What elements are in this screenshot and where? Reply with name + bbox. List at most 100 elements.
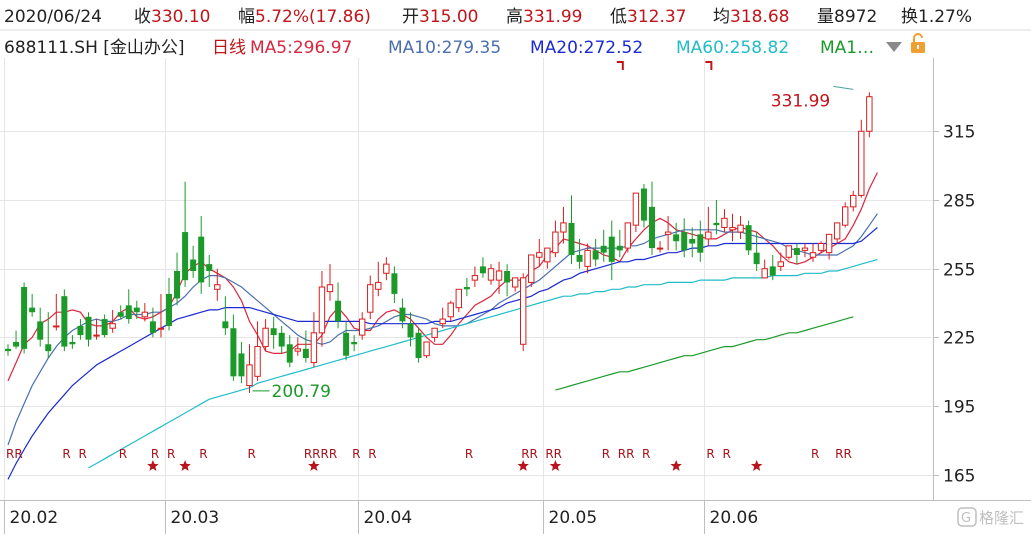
candle-body (117, 312, 124, 317)
signal-r-marker: RRRR (304, 447, 337, 461)
candle (182, 181, 189, 288)
time-axis: 20.02 20.03 20.04 20.05 20.06 (4, 500, 759, 534)
star-marker-icon (308, 460, 320, 471)
candle-body (286, 344, 293, 363)
header-quote: 2020/06/24 (4, 7, 102, 27)
candle (109, 309, 116, 333)
candle-body (721, 217, 728, 228)
candle-body (37, 321, 44, 340)
candle-body (801, 247, 809, 251)
signal-r-marker: R (62, 447, 70, 461)
candle-body (415, 332, 422, 359)
candle (157, 293, 165, 338)
candle (552, 220, 559, 258)
candle (61, 289, 68, 352)
candle (681, 218, 688, 258)
candle-body (544, 247, 551, 263)
candle-body (222, 321, 229, 329)
candle (753, 232, 760, 271)
candle-body (536, 252, 543, 258)
candle (166, 277, 172, 331)
top-arrow-marker-icon (616, 61, 624, 70)
candle-body (21, 287, 28, 349)
candle-body (600, 245, 607, 253)
y-tick-label-285: 285 (943, 192, 975, 212)
star-marker-icon (147, 460, 159, 471)
candle (729, 213, 736, 242)
candle (745, 220, 752, 255)
candle (198, 216, 205, 294)
star-marker-icon (750, 460, 763, 471)
x-tick-label-20.02: 20.02 (10, 508, 59, 528)
header-item-label: 开 (402, 7, 419, 27)
candle (576, 238, 583, 269)
candle-body (326, 284, 334, 293)
candle (294, 337, 302, 356)
candle (214, 268, 221, 301)
candle-body (656, 247, 664, 250)
candle (809, 243, 817, 262)
candle-body (133, 307, 140, 313)
candle-body (109, 323, 116, 329)
candle (689, 227, 696, 258)
candle-body (93, 334, 100, 337)
header-item-value: 330.10 (151, 7, 210, 27)
x-tick-label-20.06: 20.06 (710, 508, 759, 528)
candle (407, 312, 414, 347)
candle (238, 341, 245, 384)
candle (649, 181, 655, 255)
candle-body (238, 353, 245, 377)
candle-body (310, 332, 318, 364)
signal-markers: RR R R R R R R R RRRR R R R RR RR R RR R R R R RR (6, 61, 852, 471)
candle (833, 222, 841, 244)
signal-r-marker: R (368, 447, 376, 461)
unlock-icon[interactable] (911, 33, 925, 53)
candle (439, 307, 446, 329)
dropdown-triangle-icon[interactable] (886, 42, 902, 52)
candle-body (174, 270, 181, 299)
candle-body (198, 236, 205, 283)
candle (511, 277, 519, 292)
candle-body (745, 225, 752, 251)
candle-body (697, 234, 704, 253)
header-item-label: 量 (817, 7, 834, 27)
annotation-leader-high (833, 85, 854, 90)
candle (423, 341, 430, 359)
candle (37, 307, 44, 347)
price-axis: 315 285 255 225 195 165 (933, 123, 975, 487)
top-arrow-marker-icon (705, 61, 713, 70)
signal-r-marker: R (199, 447, 207, 461)
candle-body (560, 222, 567, 233)
candle (21, 282, 28, 354)
signal-r-marker: RR (6, 447, 23, 461)
header-item-value: 315.00 (419, 7, 478, 27)
candle-body (85, 316, 92, 340)
price-gridlines (0, 131, 933, 476)
candle-body (833, 222, 841, 240)
candle-body (866, 96, 873, 132)
candle (13, 330, 20, 349)
candle-body (761, 268, 768, 279)
legend-ma-3: MA60:258.82 (676, 38, 789, 58)
candle (504, 264, 511, 297)
candle-body (5, 348, 11, 352)
candle-body (632, 192, 640, 226)
y-tick-label-165: 165 (943, 467, 975, 487)
header-item-1: 幅5.72%(17.86) (238, 7, 371, 27)
candle-body (729, 226, 736, 231)
candle (536, 238, 543, 267)
candle (222, 296, 229, 336)
candle-body (157, 327, 165, 330)
legend-ma-4: MA1… (820, 38, 874, 58)
candle (278, 325, 285, 354)
candle (206, 254, 213, 288)
candle-body (125, 305, 132, 320)
candle-body (673, 234, 680, 242)
candle-body (649, 206, 655, 249)
legend-ma-0: MA5:296.97 (250, 38, 352, 58)
candle-body (487, 268, 495, 281)
candle-body (351, 341, 358, 345)
candle (737, 216, 744, 239)
candle-body (576, 254, 583, 262)
